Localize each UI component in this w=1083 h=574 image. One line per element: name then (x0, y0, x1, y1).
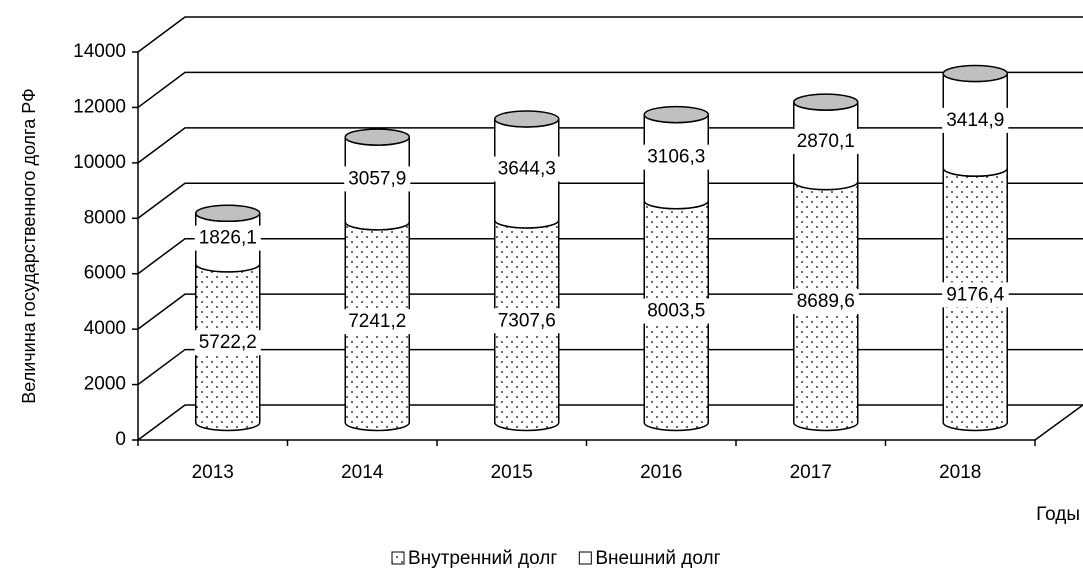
data-label-box (344, 309, 411, 335)
cylinder-cap (643, 105, 709, 124)
x-tick-label: 2017 (790, 462, 832, 483)
grid-line (137, 182, 1083, 219)
legend-label: Внутренний долг (408, 548, 557, 569)
grid-line (137, 16, 1083, 53)
data-label: 8689,6 (792, 289, 859, 315)
data-label-box (344, 166, 411, 192)
y-axis-label: Величина государственного долга РФ (19, 88, 39, 403)
data-label-text: 9176,4 (946, 284, 1005, 305)
data-label-text: 3414,9 (946, 110, 1004, 131)
data-label-text: 3106,3 (647, 147, 705, 168)
data-label-text: 7241,2 (348, 311, 406, 332)
cylinder-cap (195, 204, 261, 223)
floor-edge (1034, 404, 1083, 441)
data-label-box (194, 225, 261, 251)
data-label: 5722,2 (194, 330, 261, 356)
data-label: 9176,4 (942, 282, 1009, 308)
cylinder-cap (494, 110, 560, 128)
grid-line (137, 348, 1083, 386)
y-tick-label: 14000 (73, 41, 126, 62)
data-label-box (942, 282, 1009, 308)
legend-swatch (391, 551, 405, 565)
y-tick-label: 10000 (73, 152, 126, 173)
grid-line (137, 237, 1083, 275)
data-label-text: 8003,5 (647, 301, 705, 322)
legend-swatch (578, 551, 592, 565)
x-axis-label: Годы (1036, 504, 1080, 525)
data-label-box (493, 156, 560, 182)
data-label-box (942, 107, 1009, 133)
data-label: 1826,1 (194, 225, 261, 251)
grid-line (137, 127, 1083, 164)
grid-line (137, 71, 1083, 109)
grid-line (137, 404, 1083, 441)
data-label-box (194, 330, 261, 356)
data-label-text: 3057,9 (348, 168, 406, 189)
x-tick-label: 2014 (341, 462, 384, 483)
data-label-text: 1826,1 (199, 228, 257, 249)
data-label-box (493, 308, 560, 334)
y-tick-label: 4000 (84, 318, 126, 339)
data-label: 3106,3 (643, 144, 710, 170)
data-label-text: 7307,6 (498, 310, 556, 331)
cylinder-cap (942, 64, 1008, 83)
data-label: 3414,9 (942, 107, 1009, 133)
y-tick-label: 0 (115, 429, 126, 450)
grid-line (137, 293, 1083, 330)
x-tick-label: 2013 (192, 462, 234, 483)
data-label: 2870,1 (792, 128, 859, 154)
x-tick-label: 2016 (640, 462, 682, 483)
data-label-box (643, 144, 710, 170)
x-tick-label: 2015 (491, 462, 533, 483)
x-tick-label: 2018 (939, 462, 981, 483)
data-label-box (643, 298, 710, 324)
data-label-text: 8689,6 (797, 291, 855, 312)
data-label: 8003,5 (643, 298, 710, 324)
data-label-text: 2870,1 (797, 131, 855, 152)
y-tick-label: 6000 (84, 263, 126, 284)
data-label: 3644,3 (493, 156, 560, 182)
data-label: 7307,6 (493, 308, 560, 334)
data-label: 7241,2 (344, 309, 411, 335)
data-label: 3057,9 (344, 166, 411, 192)
data-label-box (792, 289, 859, 315)
y-tick-label: 2000 (84, 374, 126, 395)
cylinder-cap (344, 128, 410, 146)
cylinder-cap (793, 93, 859, 111)
data-label-box (792, 128, 859, 154)
y-tick-label: 12000 (73, 96, 126, 117)
data-label-text: 3644,3 (498, 158, 556, 179)
y-tick-label: 8000 (84, 207, 126, 228)
legend-label: Внешний долг (595, 548, 720, 569)
data-label-text: 5722,2 (199, 332, 257, 353)
